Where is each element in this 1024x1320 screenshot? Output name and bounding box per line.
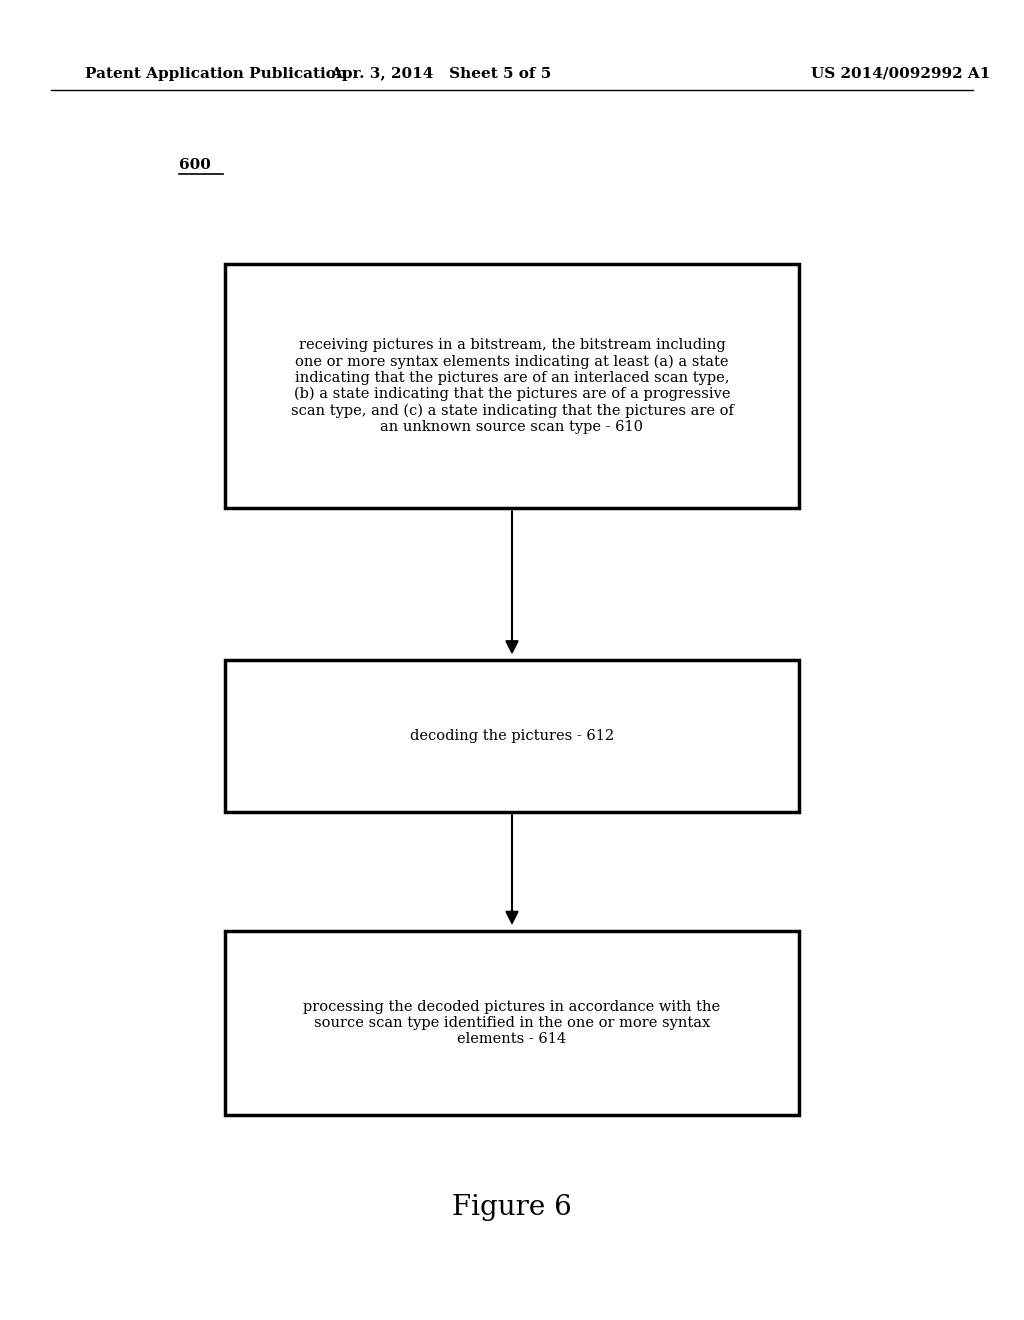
Text: processing the decoded pictures in accordance with the
source scan type identifi: processing the decoded pictures in accor…: [303, 999, 721, 1047]
Text: Apr. 3, 2014   Sheet 5 of 5: Apr. 3, 2014 Sheet 5 of 5: [330, 67, 551, 81]
FancyBboxPatch shape: [225, 931, 799, 1115]
Text: receiving pictures in a bitstream, the bitstream including
one or more syntax el: receiving pictures in a bitstream, the b…: [291, 338, 733, 434]
Text: Patent Application Publication: Patent Application Publication: [85, 67, 347, 81]
Text: 600: 600: [179, 158, 211, 172]
Text: decoding the pictures - 612: decoding the pictures - 612: [410, 729, 614, 743]
Text: Figure 6: Figure 6: [453, 1195, 571, 1221]
Text: US 2014/0092992 A1: US 2014/0092992 A1: [811, 67, 991, 81]
FancyBboxPatch shape: [225, 264, 799, 508]
FancyBboxPatch shape: [225, 660, 799, 812]
